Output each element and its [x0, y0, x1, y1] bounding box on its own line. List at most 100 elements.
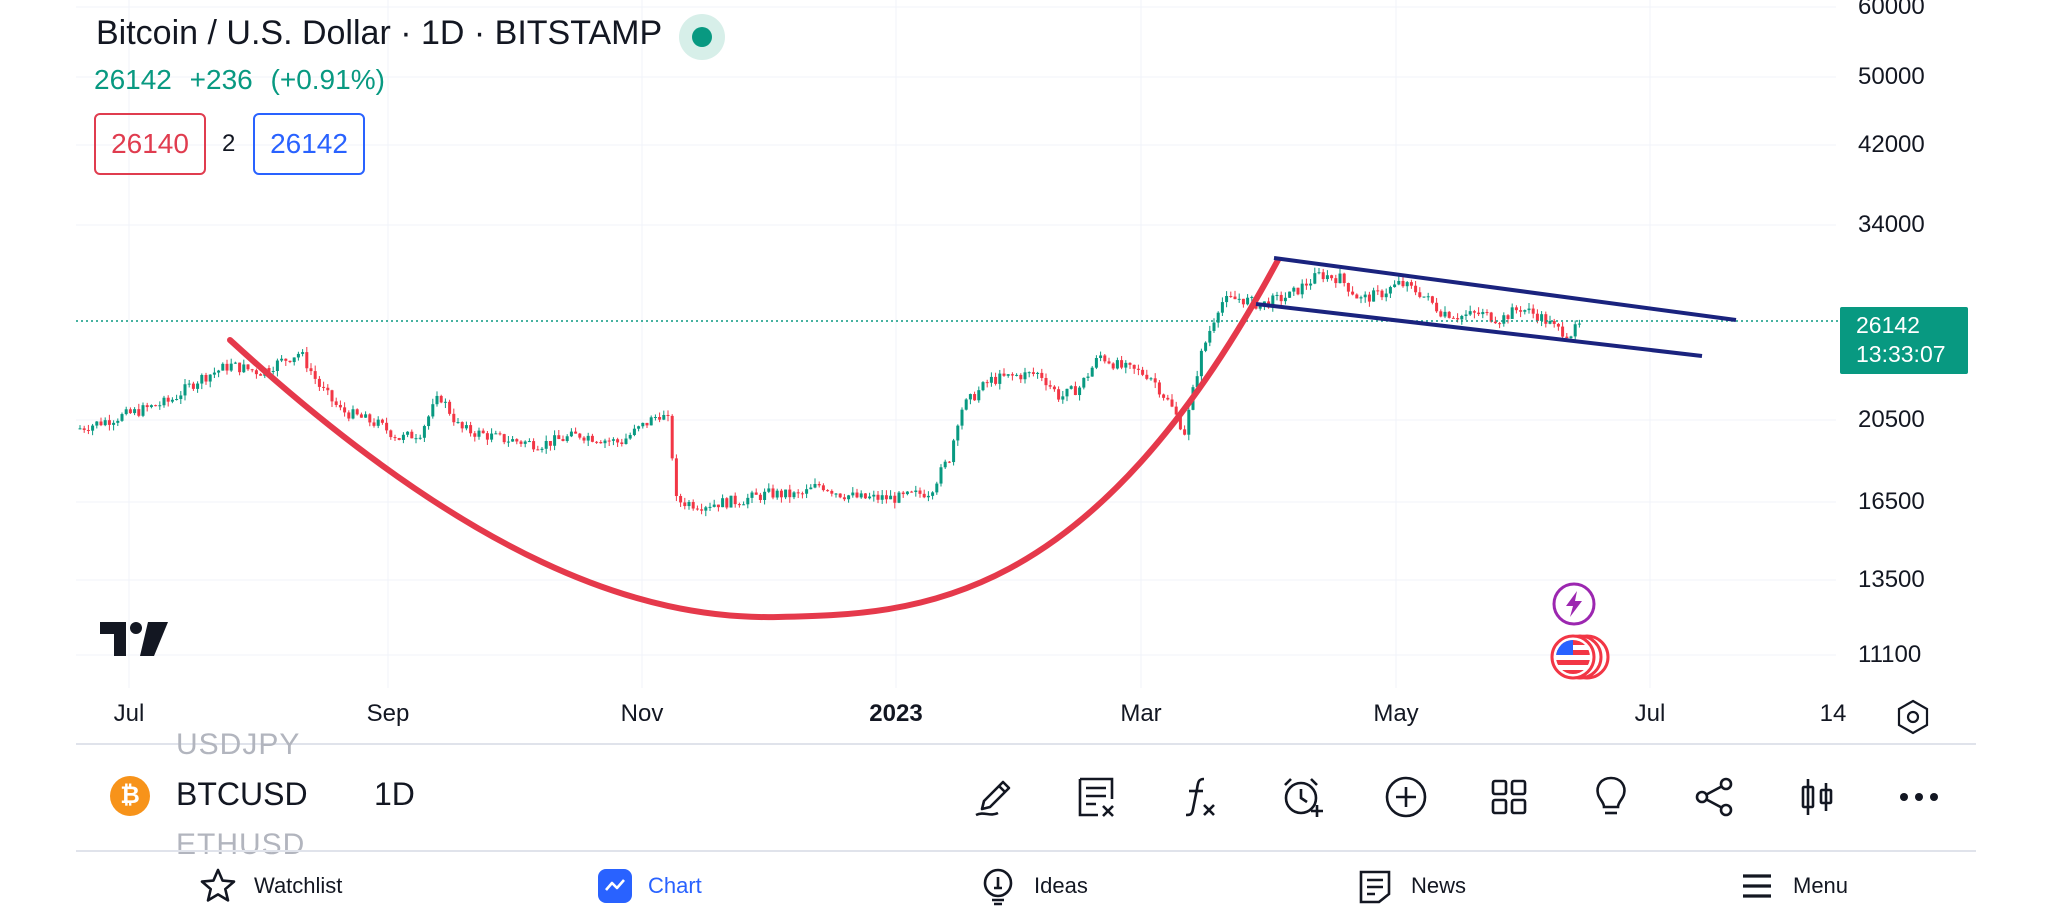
candle [842, 493, 846, 502]
time-axis-label: Nov [620, 700, 664, 727]
next-symbol-ghost[interactable]: ETHUSD [176, 828, 306, 861]
lightning-event-icon[interactable] [1551, 581, 1597, 632]
candle [1493, 316, 1497, 324]
note-icon[interactable] [1068, 772, 1124, 822]
candle [574, 427, 578, 434]
symbol-legend-title[interactable]: Bitcoin / U.S. Dollar · 1D · BITSTAMP [96, 14, 663, 52]
candle [359, 412, 363, 418]
candle [317, 376, 321, 391]
nav-menu[interactable]: Menu [1737, 860, 1848, 912]
candle [175, 394, 179, 401]
grid-icon[interactable] [1481, 772, 1537, 822]
candle [968, 393, 972, 405]
candle [830, 489, 834, 497]
candle [162, 395, 166, 408]
candle [401, 432, 405, 444]
interval-selector[interactable]: 1D [374, 776, 415, 812]
divider [76, 850, 1976, 852]
candle [884, 490, 888, 504]
news-icon [1359, 870, 1391, 904]
candle [956, 424, 960, 446]
candle [1216, 311, 1220, 328]
candle [947, 461, 951, 464]
candle [95, 421, 99, 429]
candle [1426, 292, 1430, 301]
candle [1086, 373, 1090, 382]
candle [817, 481, 821, 488]
candle [918, 487, 922, 498]
candle [460, 421, 464, 433]
candle [112, 420, 116, 431]
add-circle-icon[interactable] [1378, 772, 1434, 822]
candle [1355, 293, 1359, 299]
nav-ideas[interactable]: Ideas [978, 860, 1088, 912]
nav-chart[interactable]: Chart [598, 860, 702, 912]
function-icon[interactable] [1172, 772, 1228, 822]
candle [1229, 291, 1233, 298]
candle [1220, 297, 1224, 316]
candle [271, 366, 275, 375]
chart-area[interactable]: Bitcoin / U.S. Dollar · 1D · BITSTAMP 26… [0, 0, 2048, 740]
candle [809, 484, 813, 490]
candle [1246, 294, 1250, 306]
more-icon[interactable] [1891, 772, 1947, 822]
candle [624, 433, 628, 445]
candle [1304, 278, 1308, 290]
pen-icon[interactable] [966, 772, 1022, 822]
buy-price-button[interactable]: 26142 [253, 113, 365, 175]
share-icon[interactable] [1686, 772, 1742, 822]
candle [926, 491, 930, 502]
candle [1309, 278, 1313, 290]
prev-symbol-ghost[interactable]: USDJPY [176, 728, 301, 761]
candle [464, 421, 468, 431]
candle [91, 423, 95, 436]
bulb-icon[interactable] [1583, 772, 1639, 822]
price-chart[interactable] [0, 0, 2048, 740]
candle [124, 406, 128, 416]
star-icon [200, 868, 236, 902]
alarm-add-icon[interactable] [1275, 772, 1331, 822]
candles-icon[interactable] [1789, 772, 1845, 822]
candle [750, 490, 754, 503]
nav-watchlist[interactable]: Watchlist [198, 860, 342, 912]
us-economic-event-icon[interactable] [1549, 632, 1615, 687]
symbol-toolbar: USDJPY ETHUSD [0, 728, 2048, 861]
candle [536, 445, 540, 451]
candle [813, 478, 817, 489]
candle [721, 494, 725, 508]
candle [725, 497, 729, 510]
bar-countdown: 13:33:07 [1856, 341, 1946, 367]
candle [1078, 385, 1082, 401]
candle [469, 421, 473, 437]
candle [994, 372, 998, 386]
candle [183, 378, 187, 401]
candle [208, 374, 212, 388]
candle [1082, 377, 1086, 390]
candle [1464, 310, 1468, 321]
candle [1036, 371, 1040, 379]
tradingview-logo-icon[interactable] [100, 622, 168, 661]
candle [1540, 311, 1544, 327]
candle [204, 372, 208, 385]
candle [767, 483, 771, 494]
candle [561, 435, 565, 442]
nav-news-label: News [1411, 873, 1467, 898]
nav-news[interactable]: News [1355, 860, 1466, 912]
candle [1296, 287, 1300, 296]
candle [1552, 318, 1556, 328]
candle [544, 435, 548, 454]
candle [1288, 291, 1292, 298]
chart-nav-icon [598, 869, 632, 903]
candle [1435, 297, 1439, 313]
symbol-selector[interactable]: BTCUSD [176, 776, 308, 812]
sell-price-button[interactable]: 26140 [94, 113, 206, 175]
candle [628, 432, 632, 440]
candle [553, 430, 557, 451]
time-axis-label: 2023 [869, 700, 923, 727]
candle [658, 412, 662, 423]
candle [389, 429, 393, 440]
chart-settings-icon[interactable] [1894, 698, 1932, 741]
candle [1447, 310, 1451, 319]
candle [637, 425, 641, 432]
nav-ideas-label: Ideas [1034, 873, 1088, 898]
